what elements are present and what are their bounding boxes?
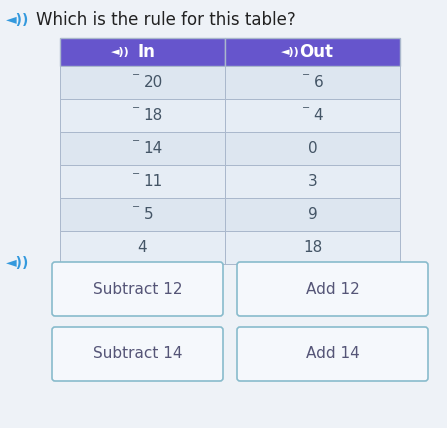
Text: 11: 11 [143,174,163,189]
FancyBboxPatch shape [237,262,428,316]
Text: 5: 5 [143,207,153,222]
Text: −: − [302,69,311,80]
FancyBboxPatch shape [60,165,225,198]
Text: 14: 14 [143,141,163,156]
Text: 4: 4 [313,108,323,123]
FancyBboxPatch shape [225,165,400,198]
Text: Which is the rule for this table?: Which is the rule for this table? [36,11,296,29]
Text: 20: 20 [143,75,163,90]
FancyBboxPatch shape [60,132,225,165]
Text: Add 14: Add 14 [306,347,359,362]
Text: 0: 0 [308,141,317,156]
Text: Subtract 12: Subtract 12 [93,282,182,297]
Text: 9: 9 [308,207,317,222]
FancyBboxPatch shape [60,99,225,132]
Text: −: − [132,136,140,146]
Text: 4: 4 [138,240,148,255]
FancyBboxPatch shape [60,231,225,264]
Text: −: − [132,102,140,113]
FancyBboxPatch shape [52,327,223,381]
FancyBboxPatch shape [225,198,400,231]
FancyBboxPatch shape [225,231,400,264]
Text: 6: 6 [313,75,323,90]
Text: ◄)): ◄)) [6,256,30,270]
FancyBboxPatch shape [225,99,400,132]
Text: 18: 18 [143,108,163,123]
Text: ◄)): ◄)) [6,13,30,27]
FancyBboxPatch shape [60,38,225,66]
Text: In: In [138,43,156,61]
Text: −: − [132,202,140,211]
Text: −: − [132,169,140,178]
Text: ◄)): ◄)) [281,47,300,57]
FancyBboxPatch shape [52,262,223,316]
Text: Subtract 14: Subtract 14 [93,347,182,362]
FancyBboxPatch shape [225,66,400,99]
Text: 18: 18 [303,240,322,255]
Text: 3: 3 [308,174,317,189]
FancyBboxPatch shape [60,198,225,231]
FancyBboxPatch shape [60,66,225,99]
Text: Add 12: Add 12 [306,282,359,297]
Text: −: − [132,69,140,80]
Text: Out: Out [299,43,333,61]
FancyBboxPatch shape [225,132,400,165]
FancyBboxPatch shape [237,327,428,381]
Text: −: − [302,102,311,113]
Text: ◄)): ◄)) [111,47,130,57]
FancyBboxPatch shape [225,38,400,66]
